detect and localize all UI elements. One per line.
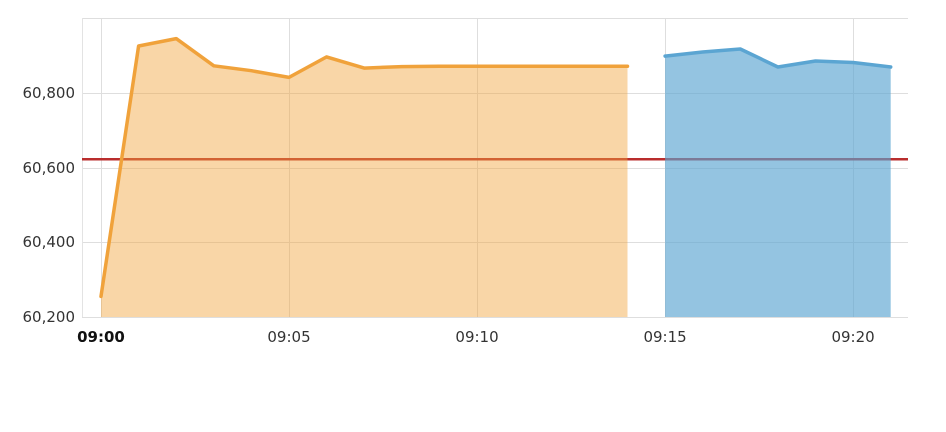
- current-session-area: [665, 49, 891, 317]
- earlier-session-area: [101, 38, 628, 317]
- y-axis-tick-label: 60,200: [22, 308, 76, 326]
- x-axis-tick-label: 09:15: [643, 328, 687, 346]
- y-axis-tick-label: 60,600: [22, 158, 76, 177]
- current-session-line: [663, 47, 893, 69]
- x-axis-tick-label: 09:10: [455, 328, 499, 346]
- y-axis-tick-label: 60,800: [22, 83, 76, 102]
- x-axis-tick-label: 09:05: [267, 328, 311, 346]
- y-axis-tick-label: 60,400: [22, 233, 76, 252]
- earlier-session-line: [99, 36, 630, 299]
- x-axis-tick-label: 09:20: [831, 328, 875, 346]
- x-axis-tick-label: 09:00: [77, 328, 125, 346]
